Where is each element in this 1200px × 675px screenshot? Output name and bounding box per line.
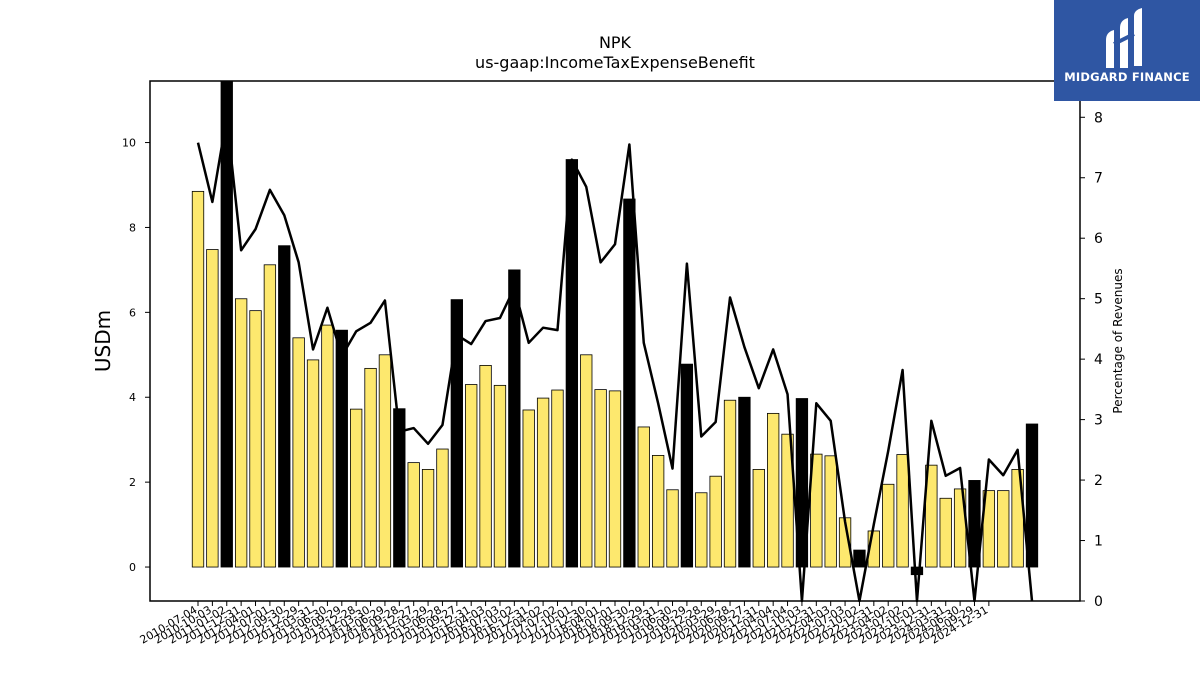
bar bbox=[421, 469, 435, 568]
logo-text: MIDGARD FINANCE bbox=[1064, 70, 1190, 84]
bar bbox=[580, 354, 593, 568]
bar bbox=[306, 359, 320, 568]
y-tick-label: 2 bbox=[129, 476, 136, 489]
bar-q4 bbox=[910, 566, 924, 576]
bar bbox=[666, 489, 679, 568]
bar-series bbox=[191, 80, 1039, 576]
bar bbox=[234, 298, 248, 568]
chart-title: NPK bbox=[599, 33, 632, 52]
bar bbox=[263, 264, 277, 568]
bar bbox=[436, 448, 449, 568]
x-axis-ticks: 2010-07-042010-10-032011-01-022011-12-31… bbox=[138, 601, 990, 647]
y-tick-label: 6 bbox=[129, 306, 136, 319]
bar bbox=[939, 497, 952, 568]
bar bbox=[982, 490, 996, 568]
y2-tick-label: 0 bbox=[1094, 594, 1103, 610]
y2-tick-label: 2 bbox=[1094, 473, 1103, 489]
bar bbox=[493, 384, 507, 568]
bar-q4 bbox=[450, 299, 463, 568]
bar bbox=[321, 324, 334, 568]
y2-tick-label: 8 bbox=[1094, 110, 1103, 126]
bar bbox=[407, 462, 420, 568]
bar bbox=[997, 490, 1010, 568]
bar bbox=[709, 475, 722, 568]
y2-tick-label: 3 bbox=[1094, 413, 1103, 429]
bar bbox=[695, 492, 708, 568]
bar bbox=[191, 190, 205, 568]
bar bbox=[608, 390, 622, 568]
bar bbox=[551, 389, 564, 568]
bar bbox=[767, 412, 780, 568]
bar bbox=[594, 389, 607, 568]
bar bbox=[824, 455, 837, 568]
bar bbox=[536, 397, 550, 568]
bar bbox=[378, 354, 392, 568]
chart-subtitle: us-gaap:IncomeTaxExpenseBenefit bbox=[475, 53, 755, 72]
bar-q4 bbox=[393, 408, 406, 568]
y-tick-label: 0 bbox=[129, 561, 136, 574]
y-axis-label: USDm bbox=[91, 310, 115, 372]
bar-q4 bbox=[738, 396, 751, 568]
y-tick-label: 10 bbox=[122, 137, 136, 150]
bar bbox=[206, 249, 219, 568]
bar bbox=[810, 453, 823, 568]
bar-q4 bbox=[853, 549, 866, 568]
y2-tick-label: 4 bbox=[1094, 352, 1103, 368]
bar-q4 bbox=[1025, 423, 1039, 568]
y-axis-ticks: 0 2 4 6 8 10 bbox=[122, 137, 150, 574]
bar-q4 bbox=[968, 480, 981, 568]
y-tick-label: 8 bbox=[129, 221, 136, 234]
bar bbox=[752, 469, 765, 568]
bar bbox=[350, 408, 363, 568]
y2-tick-label: 5 bbox=[1094, 292, 1103, 308]
bar bbox=[522, 409, 535, 568]
bar-q4 bbox=[680, 363, 694, 568]
brand-logo: MIDGARD FINANCE bbox=[1054, 0, 1200, 101]
percentage-line bbox=[196, 116, 1034, 603]
line-series bbox=[196, 116, 1034, 603]
bar-q4 bbox=[508, 269, 521, 568]
bar bbox=[723, 399, 737, 568]
bar bbox=[364, 367, 377, 568]
bar bbox=[292, 337, 305, 568]
y2-tick-label: 1 bbox=[1094, 534, 1103, 550]
y2-axis-ticks: 0 1 2 3 4 5 6 7 8 bbox=[1080, 110, 1103, 610]
bar bbox=[479, 365, 492, 568]
bar-q4 bbox=[623, 198, 636, 568]
y2-tick-label: 6 bbox=[1094, 231, 1103, 247]
bar bbox=[882, 483, 895, 568]
bar-q4 bbox=[278, 245, 291, 568]
y-tick-label: 4 bbox=[129, 391, 136, 404]
y2-axis-label: Percentage of Revenues bbox=[1111, 268, 1125, 413]
bar bbox=[637, 426, 650, 568]
y2-tick-label: 7 bbox=[1094, 171, 1103, 187]
bar bbox=[896, 454, 909, 568]
midgard-logo-icon bbox=[1106, 8, 1142, 68]
bar bbox=[651, 454, 665, 568]
bar bbox=[249, 310, 262, 568]
bar bbox=[781, 433, 794, 568]
bar bbox=[925, 464, 938, 568]
bar bbox=[465, 384, 478, 568]
plot-frame bbox=[149, 80, 1081, 602]
bar-q4 bbox=[795, 398, 809, 568]
bar-q4 bbox=[335, 329, 348, 568]
